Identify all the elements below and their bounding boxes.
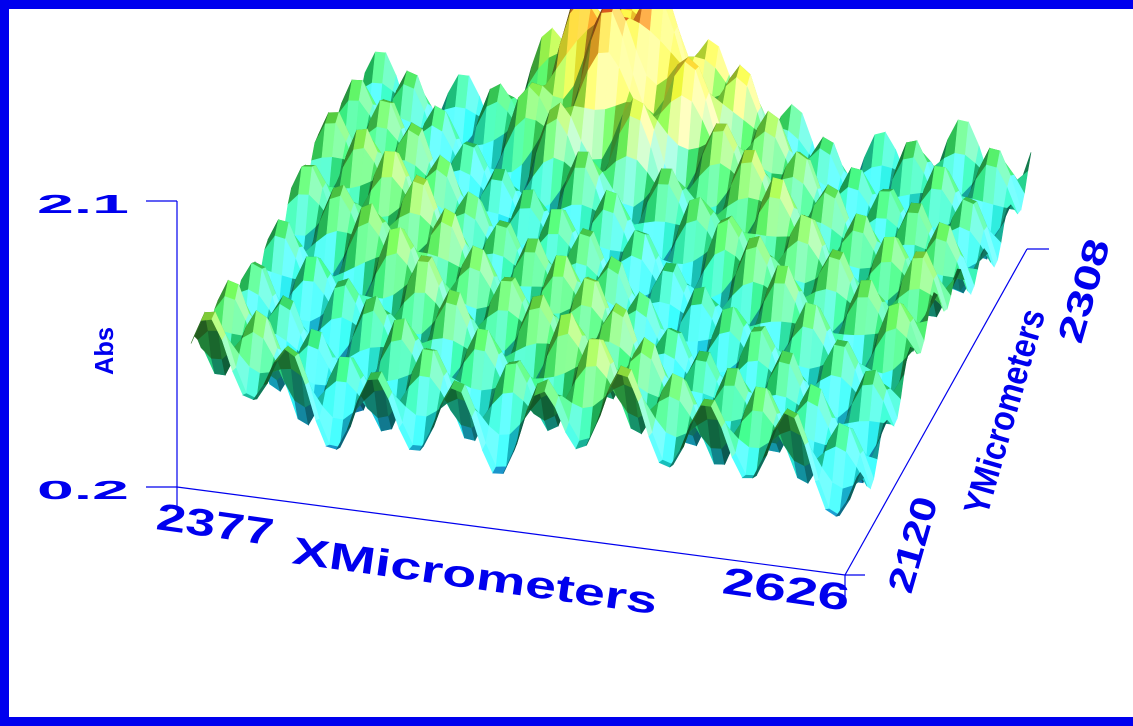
x-tick-label-end: 2626	[720, 560, 853, 619]
z-axis-label: Abs	[89, 327, 119, 375]
z-tick-label-top: 2.1	[37, 189, 129, 219]
surface-mesh	[190, 9, 1032, 517]
surface-plot: 2.1 0.2 Abs 2377 XMicrometers 2626 2120 …	[37, 9, 1118, 623]
y-tick-label-end: 2308	[1049, 234, 1118, 347]
x-axis-line	[176, 486, 846, 576]
z-tick-label-bottom: 0.2	[37, 475, 129, 505]
y-axis-label: YMicrometers	[955, 304, 1053, 519]
y-tick-label-start: 2120	[879, 492, 945, 598]
y-axis-line	[844, 248, 1028, 576]
x-axis-label: XMicrometers	[290, 530, 660, 623]
x-tick-label-start: 2377	[154, 496, 277, 554]
surface-facet	[845, 472, 861, 503]
